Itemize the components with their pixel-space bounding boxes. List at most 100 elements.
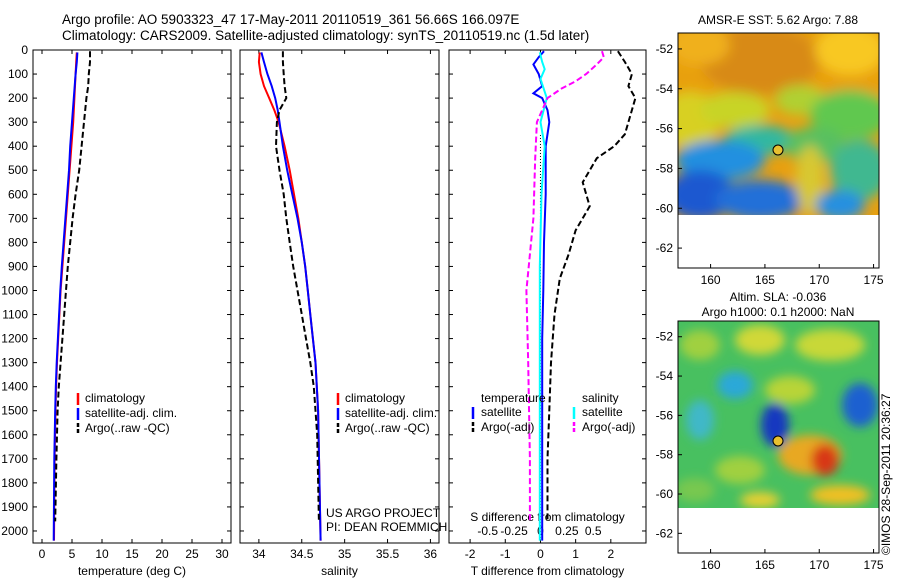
sst-field-image [678,33,879,215]
sla-field-image [678,321,879,508]
legend-title-salinity: salinity [582,391,619,405]
map-x-tick-label: 170 [809,273,829,287]
figure-title-line2: Climatology: CARS2009. Satellite-adjuste… [62,28,590,43]
legend-entry: Argo(-adj) [481,420,534,434]
y-tick-label: 1200 [1,332,28,346]
temperature-panel: 0 5 10 15 20 25 300100200300400500600700800900… [1,43,232,578]
map-y-tick-label: -56 [656,408,674,422]
y-tick-label: 400 [8,139,28,153]
sla-map-panel: Altim. SLA: -0.036 Argo h1000: 0.1 h2000… [656,290,884,572]
y-tick-label: 100 [8,67,28,81]
y-tick-label: 1600 [1,428,28,442]
x-tick-label: 0 [537,547,544,561]
legend-entry: Argo(..raw -QC) [345,421,430,435]
legend-entry: Argo(-adj) [582,420,635,434]
plot-frame [239,49,440,544]
sla-argo-marker [772,435,784,447]
sla-map-title: Altim. SLA: -0.036 [730,290,827,304]
map-y-tick-label: -52 [656,42,674,56]
map-x-tick-label: 170 [809,558,829,572]
x-tick-label: 34.5 [290,547,314,561]
s-tick-label: 0.5 [585,524,602,538]
legend-entry: climatology [345,391,405,405]
y-tick-label: 300 [8,115,28,129]
series-line-1 [260,52,322,541]
salinity-panel: 34 34.5 35 35.5 36 salinity climatologysatelli… [239,49,447,578]
diff-series-2 [538,52,548,541]
map-y-tick-label: -62 [656,241,674,255]
map-y-tick-label: -56 [656,122,674,136]
s-tick-label: -0.5 [477,524,498,538]
y-tick-label: 1700 [1,452,28,466]
sla-map-subtitle: Argo h1000: 0.1 h2000: NaN [702,305,855,319]
legend-entry: satellite-adj. clim. [345,406,437,420]
map-y-tick-label: -54 [656,82,674,96]
legend-entry: Argo(..raw -QC) [85,421,170,435]
y-tick-label: 200 [8,91,28,105]
y-tick-label: 1300 [1,356,28,370]
map-y-tick-label: -52 [656,330,674,344]
sst-map-title: AMSR-E SST: 5.62 Argo: 7.88 [698,13,858,27]
x-tick-label: 2 [607,547,614,561]
plot-frame [448,49,647,544]
map-y-tick-label: -60 [656,201,674,215]
y-tick-label: 2000 [1,524,28,538]
map-y-tick-label: -58 [656,448,674,462]
series-line-1 [52,52,79,541]
x-axis-label: temperature (deg C) [78,564,186,578]
s-tick-label: 0.25 [555,524,579,538]
x-tick-label: 1 [572,547,579,561]
series-line-0 [257,52,322,541]
map-x-tick-label: 165 [755,273,775,287]
project-label-1: US ARGO PROJECT [326,506,441,520]
y-tick-label: 800 [8,235,28,249]
imos-watermark: ©IMOS 28-Sep-2011 20:36:27 [879,393,893,555]
map-x-tick-label: 160 [701,558,721,572]
diff-series-3 [525,50,605,522]
map-x-tick-label: 160 [701,273,721,287]
y-tick-label: 900 [8,259,28,273]
series-line-2 [274,51,320,522]
series-line-2 [54,51,91,522]
map-y-tick-label: -54 [656,369,674,383]
y-tick-label: 600 [8,187,28,201]
map-y-tick-label: -60 [656,487,674,501]
legend-entry: satellite [481,405,522,419]
x-tick-label: 35 [338,547,352,561]
project-label-2: PI: DEAN ROEMMICH [326,520,447,534]
legend-title-temperature: temperature [481,391,546,405]
x-tick-label: 30 [215,547,229,561]
diff-series-1 [546,50,637,522]
x-tick-label: -1 [500,547,511,561]
x-tick-label: -2 [465,547,476,561]
x-tick-label: 15 [125,547,139,561]
x-tick-label: 25 [185,547,199,561]
x-tick-label: 0 [39,547,46,561]
y-tick-label: 700 [8,211,28,225]
legend-entry: satellite-adj. clim. [85,406,177,420]
legend-entry: climatology [85,391,145,405]
map-y-tick-label: -62 [656,526,674,540]
y-tick-label: 500 [8,163,28,177]
figure-title-line1: Argo profile: AO 5903323_47 17-May-2011 … [62,12,520,27]
sst-map-panel: AMSR-E SST: 5.62 Argo: 7.88 [656,13,884,287]
y-tick-label: 1900 [1,500,28,514]
map-y-tick-label: -58 [656,161,674,175]
y-tick-label: 1500 [1,404,28,418]
x-tick-label: 10 [95,547,109,561]
plot-frame [32,49,232,544]
x-tick-label: 34 [252,547,266,561]
x-tick-label: 20 [155,547,169,561]
y-tick-label: 1000 [1,283,28,297]
legend-entry: satellite [582,405,623,419]
x-axis-label: salinity [321,564,358,578]
sst-argo-marker [772,144,784,156]
map-x-tick-label: 175 [864,273,884,287]
difference-panel: -2 -1 0 1 2-0.5 -0.25 0 0.25 0.5S difference fro… [448,49,647,578]
y-tick-label: 1100 [2,308,28,322]
x-tick-label: 5 [69,547,76,561]
map-x-tick-label: 175 [864,558,884,572]
y-tick-label: 0 [21,43,28,57]
s-tick-label: -0.25 [500,524,528,538]
